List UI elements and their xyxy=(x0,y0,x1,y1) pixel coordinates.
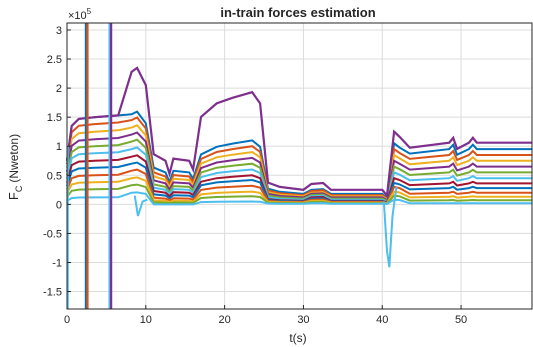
x-tick-label: 50 xyxy=(455,314,467,326)
series-line xyxy=(66,110,532,201)
y-tick-label: -1 xyxy=(52,257,62,269)
x-tick-label: 0 xyxy=(64,314,70,326)
y-tick-label: 1.5 xyxy=(47,112,62,124)
x-tick-label: 30 xyxy=(297,314,309,326)
exponent-power: 5 xyxy=(87,7,92,16)
series-line xyxy=(66,176,532,205)
x-tick-label: 40 xyxy=(376,314,388,326)
x-axis-label: t(s) xyxy=(289,331,306,345)
series-line xyxy=(66,116,532,201)
y-tick-label: 0.5 xyxy=(47,170,62,182)
y-tick-label: -0.5 xyxy=(43,228,62,240)
x-tick-label: 20 xyxy=(219,314,231,326)
y-tick-label: 2.5 xyxy=(47,54,62,66)
series-line xyxy=(66,183,532,205)
series-line xyxy=(66,161,532,204)
tick-labels: 0 10 20 30 40 50 -1.5 -1 -0.5 0 0.5 1 1.5 2 2.5 3 xyxy=(43,25,467,326)
y-tick-label: 0 xyxy=(56,199,62,211)
axes-box xyxy=(66,22,533,310)
exponent-base: ×10 xyxy=(68,10,87,22)
series-lines xyxy=(65,23,532,309)
x-tick-label: 10 xyxy=(140,314,152,326)
transient-line xyxy=(133,195,148,217)
series-line xyxy=(66,154,532,204)
y-axis-label-main: F xyxy=(6,192,21,200)
y-axis-label-sub: C xyxy=(14,185,24,192)
series-line xyxy=(66,131,532,202)
series-line xyxy=(66,168,532,205)
ticks xyxy=(66,29,462,309)
y-tick-label: 2 xyxy=(56,83,62,95)
y-axis-label-unit: (Nweton) xyxy=(7,134,21,183)
y-tick-label: 1 xyxy=(56,141,62,153)
series-line xyxy=(66,146,532,203)
y-tick-label: 3 xyxy=(56,25,62,37)
chart-title: in-train forces estimation xyxy=(220,5,375,20)
series-line xyxy=(66,124,532,202)
series-line xyxy=(66,191,532,206)
series-line xyxy=(65,66,532,199)
transient-line xyxy=(382,186,398,268)
y-axis-label: FC (Nweton) xyxy=(6,134,24,200)
exponent-label: ×105 xyxy=(68,7,92,22)
series-line xyxy=(66,138,532,203)
y-tick-label: -1.5 xyxy=(43,287,62,299)
